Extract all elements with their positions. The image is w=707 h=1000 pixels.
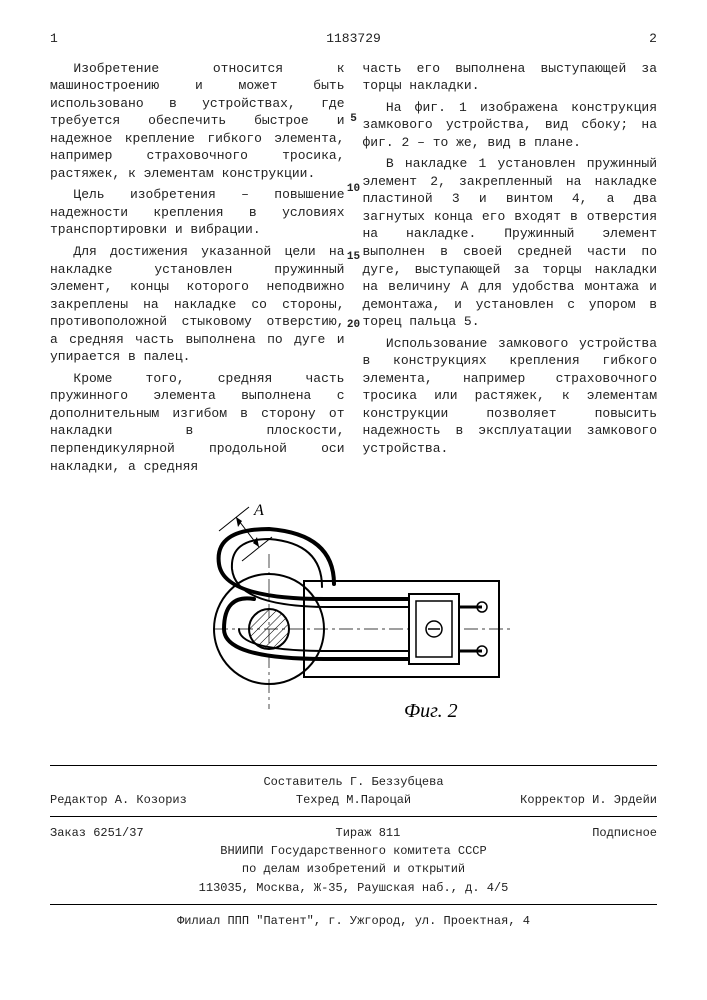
- left-column: Изобретение относится к машиностроению и…: [50, 60, 345, 480]
- org2: по делам изобретений и открытий: [50, 861, 657, 877]
- dimension-a: A: [253, 502, 264, 519]
- figure-2-svg: A Фиг. 2: [184, 499, 524, 729]
- document-number: 1183729: [326, 30, 381, 48]
- left-p1: Изобретение относится к машиностроению и…: [50, 60, 345, 183]
- left-p2: Цель изобретения – повышение надежности …: [50, 186, 345, 239]
- page-header: 1 1183729 2: [50, 30, 657, 48]
- tirazh: Тираж 811: [336, 825, 401, 841]
- footer-block: Составитель Г. Беззубцева Редактор А. Ко…: [50, 774, 657, 929]
- right-p2: На фиг. 1 изображена конструкция замково…: [363, 99, 658, 152]
- corrector: Корректор И. Эрдейи: [520, 792, 657, 808]
- branch: Филиал ППП "Патент", г. Ужгород, ул. Про…: [50, 913, 657, 929]
- right-p4: Использование замкового устройства в кон…: [363, 335, 658, 458]
- signed: Подписное: [592, 825, 657, 841]
- right-p3: В накладке 1 установлен пружинный элемен…: [363, 155, 658, 330]
- editor: Редактор А. Козориз: [50, 792, 187, 808]
- line-ref-5: 5: [350, 112, 357, 127]
- line-ref-10: 10: [347, 182, 360, 197]
- order: Заказ 6251/37: [50, 825, 144, 841]
- org1: ВНИИПИ Государственного комитета СССР: [50, 843, 657, 859]
- compiler: Составитель Г. Беззубцева: [50, 774, 657, 790]
- separator-1: [50, 765, 657, 766]
- left-p3: Для достижения указанной цели на накладк…: [50, 243, 345, 366]
- separator-3: [50, 904, 657, 905]
- addr1: 113035, Москва, Ж-35, Раушская наб., д. …: [50, 880, 657, 896]
- right-p1: часть его выполнена выступающей за торцы…: [363, 60, 658, 95]
- line-ref-15: 15: [347, 250, 360, 265]
- figure-2: A Фиг. 2: [50, 499, 657, 735]
- text-body: 5 10 15 20 Изобретение относится к машин…: [50, 60, 657, 480]
- line-ref-20: 20: [347, 318, 360, 333]
- figure-label: Фиг. 2: [404, 700, 458, 722]
- separator-2: [50, 816, 657, 817]
- left-p4: Кроме того, средняя часть пружинного эле…: [50, 370, 345, 475]
- right-column: часть его выполнена выступающей за торцы…: [363, 60, 658, 480]
- left-col-number: 1: [50, 30, 58, 48]
- right-col-number: 2: [649, 30, 657, 48]
- tech: Техред М.Пароцай: [296, 792, 411, 808]
